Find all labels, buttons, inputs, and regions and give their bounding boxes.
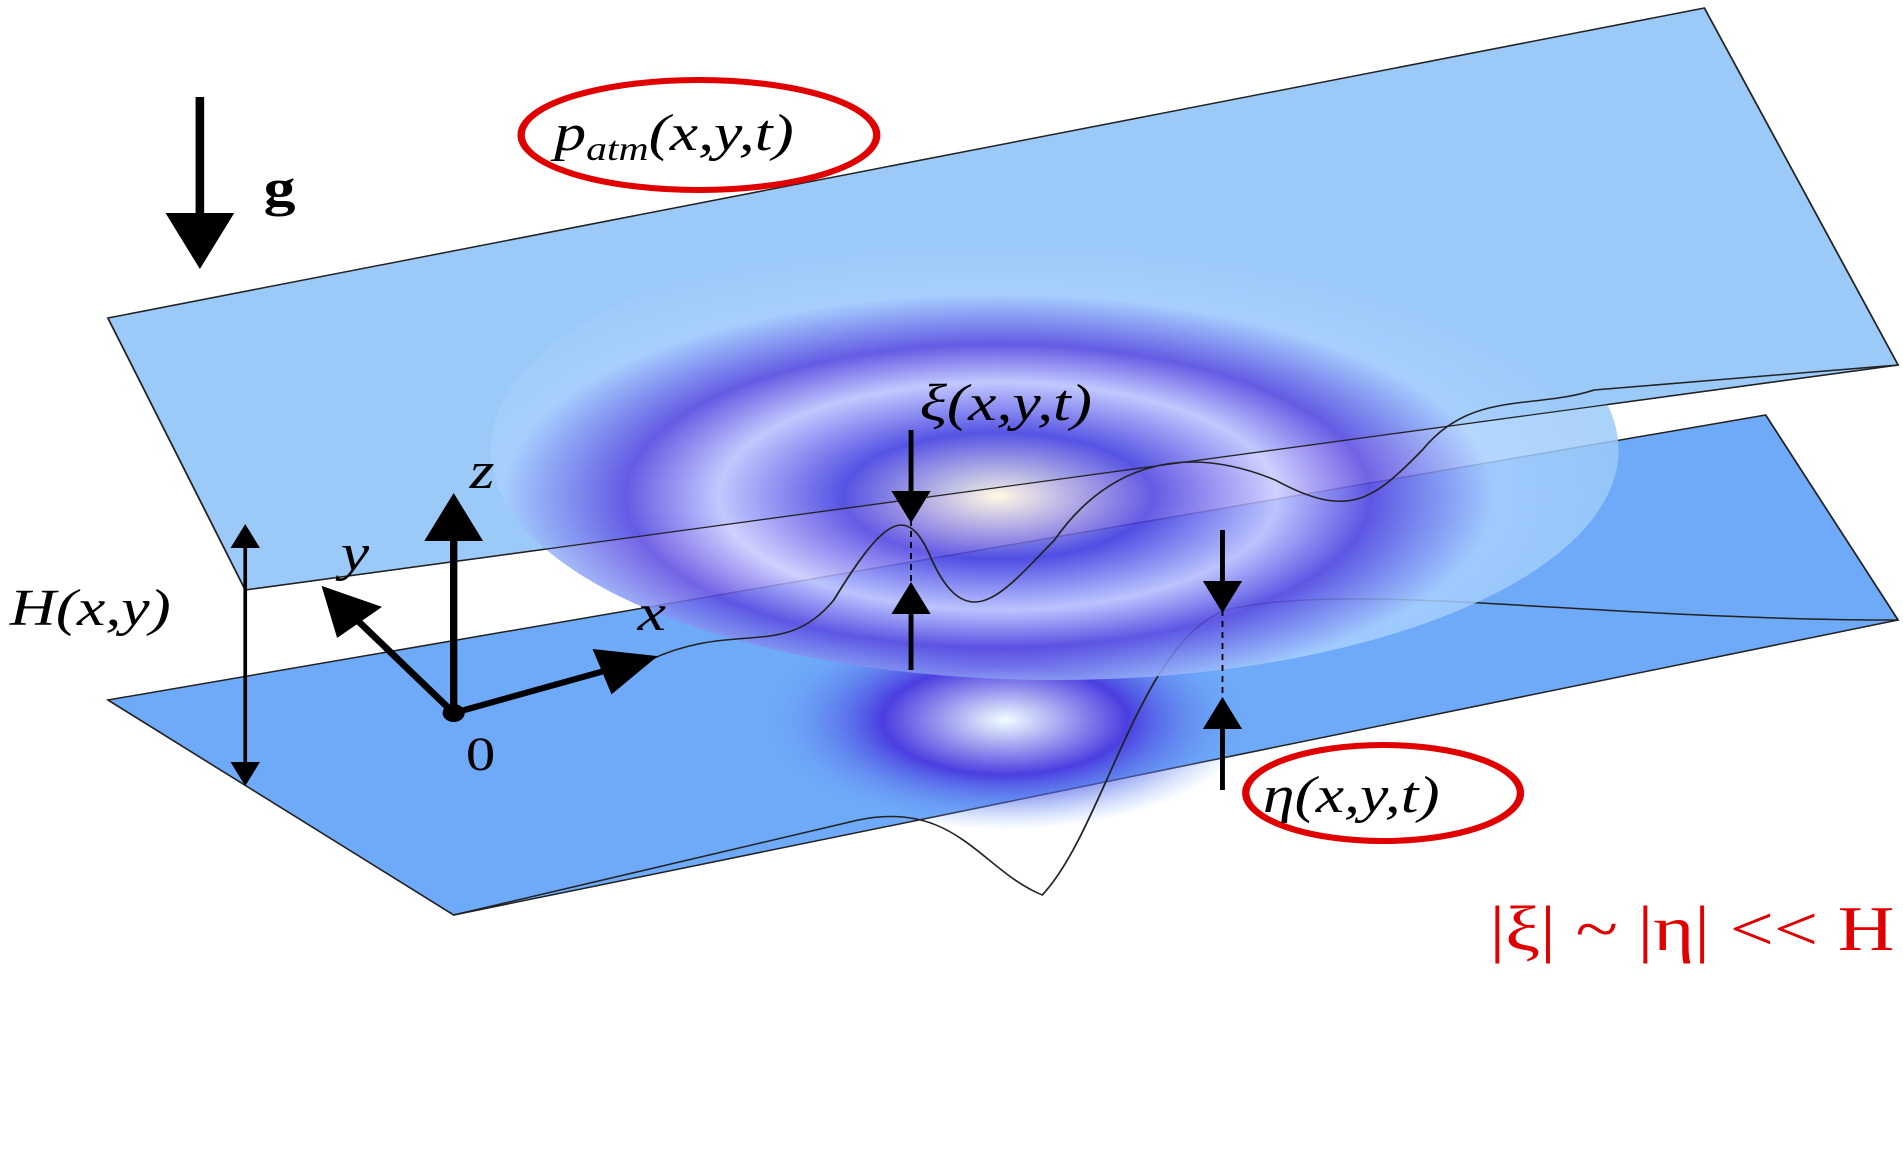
eta-label: η(x,y,t) bbox=[1263, 766, 1440, 824]
pressure-symbol: p bbox=[550, 104, 586, 162]
x-label: x bbox=[637, 584, 667, 642]
origin-point bbox=[443, 704, 465, 722]
y-label: y bbox=[335, 524, 369, 582]
pressure-subscript: atm bbox=[586, 131, 649, 169]
z-label: z bbox=[469, 442, 495, 500]
pressure-label: patm(x,y,t) bbox=[550, 104, 794, 169]
origin-label: 0 bbox=[466, 727, 495, 781]
diagram: g patm(x,y,t) ξ(x,y,t) η(x,y,t) z y x 0 … bbox=[0, 0, 1903, 1175]
gravity-label: g bbox=[264, 159, 296, 217]
depth-label: H(x,y) bbox=[9, 579, 171, 637]
relation-label: |ξ| ~ |η| << H bbox=[1489, 894, 1894, 965]
pressure-args: (x,y,t) bbox=[649, 104, 794, 162]
xi-label: ξ(x,y,t) bbox=[920, 374, 1092, 432]
